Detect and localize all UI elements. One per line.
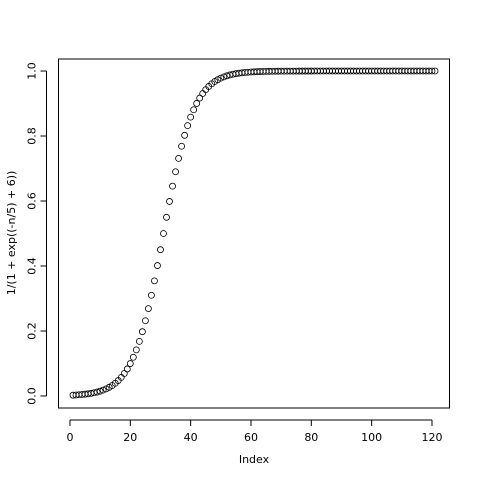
point [123,365,131,373]
point [178,142,185,150]
y-tick-label: 0.8 [26,127,39,145]
point [99,386,107,394]
point [184,122,192,130]
point [220,73,228,81]
plot-frame [58,58,450,409]
point [217,74,225,82]
y-tick-label: 0.4 [26,257,39,275]
point [129,353,137,361]
point [93,388,101,396]
point [135,337,143,345]
point [181,131,189,139]
point [120,370,128,377]
x-tick-label: 120 [422,431,443,444]
x-axis-label: Index [239,453,270,466]
y-tick-label: 0.6 [26,192,39,210]
point [151,277,158,285]
x-tick-label: 80 [304,431,318,444]
point [166,198,173,205]
point [223,72,231,80]
point [190,106,198,114]
x-tick-label: 60 [244,431,258,444]
point [431,67,439,75]
y-tick-label: 0.0 [26,387,39,405]
point [163,213,170,221]
point [157,246,164,254]
point [169,182,176,190]
point [154,262,161,269]
point [90,389,98,397]
point [126,360,134,367]
point [141,317,149,325]
point [175,155,182,162]
x-tick-label: 20 [123,431,137,444]
point [193,100,201,107]
point [187,113,195,121]
point [148,291,155,299]
x-tick-label: 40 [184,431,198,444]
point [172,168,179,176]
x-tick-label: 0 [66,431,73,444]
point [145,305,152,312]
point [428,67,436,75]
point [196,94,204,102]
point [132,346,140,354]
x-tick-label: 100 [361,431,382,444]
point [138,328,146,336]
point [96,387,104,395]
point [160,230,167,237]
y-axis-label: 1/(1 + exp((-n/5) + 6)) [5,171,18,296]
y-tick-label: 1.0 [26,62,39,80]
y-tick-label: 0.2 [26,322,39,340]
